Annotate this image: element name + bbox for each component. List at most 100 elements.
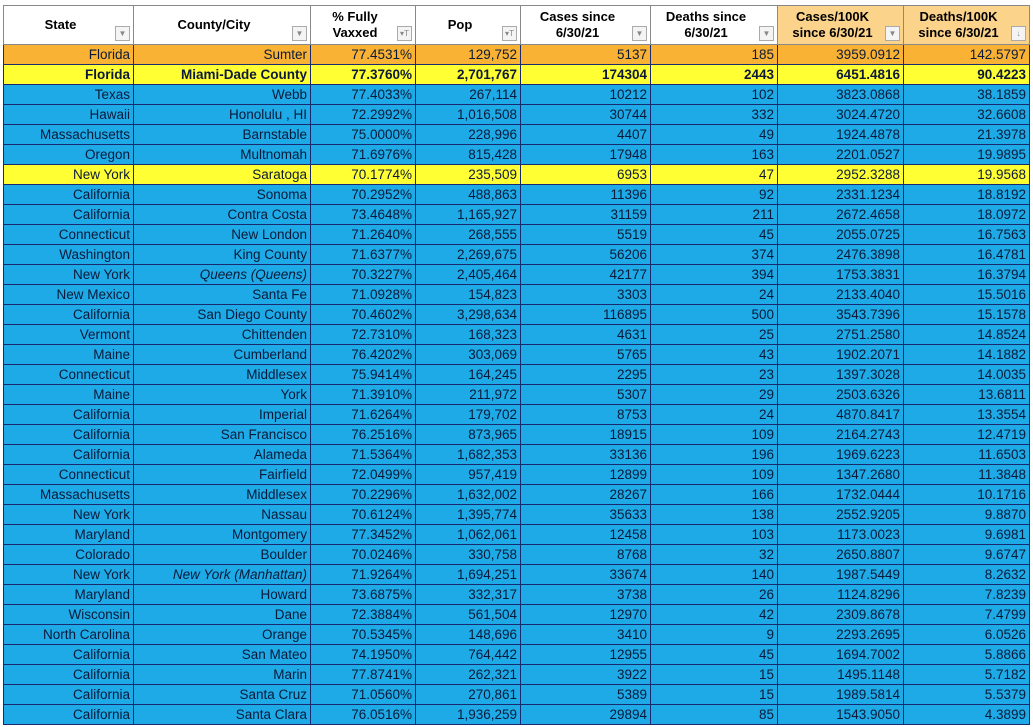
cell-cases-per-100k[interactable]: 2672.4658 [777,204,904,225]
cell-pop[interactable]: 235,509 [415,164,521,185]
cell-county-city[interactable]: Honolulu , HI [133,104,311,125]
cell-state[interactable]: Hawaii [3,104,134,125]
cell-pop[interactable]: 168,323 [415,324,521,345]
cell-county-city[interactable]: Multnomah [133,144,311,165]
cell-deaths-per-100k[interactable]: 15.1578 [903,304,1030,325]
cell-deaths[interactable]: 49 [650,124,778,145]
cell-state[interactable]: New York [3,264,134,285]
cell-cases-per-100k[interactable]: 1753.3831 [777,264,904,285]
cell-pop[interactable]: 488,863 [415,184,521,205]
cell-pop[interactable]: 2,269,675 [415,244,521,265]
cell-state[interactable]: Vermont [3,324,134,345]
cell-pct-fully-vaxxed[interactable]: 71.6377% [310,244,416,265]
cell-pop[interactable]: 1,062,061 [415,524,521,545]
cell-county-city[interactable]: New York (Manhattan) [133,564,311,585]
cell-deaths[interactable]: 140 [650,564,778,585]
cell-deaths-per-100k[interactable]: 90.4223 [903,64,1030,85]
cell-pct-fully-vaxxed[interactable]: 76.0516% [310,704,416,725]
cell-deaths[interactable]: 92 [650,184,778,205]
cell-state[interactable]: Maine [3,384,134,405]
cell-state[interactable]: California [3,664,134,685]
cell-county-city[interactable]: New London [133,224,311,245]
cell-cases[interactable]: 174304 [520,64,651,85]
cell-pop[interactable]: 1,165,927 [415,204,521,225]
cell-state[interactable]: Texas [3,84,134,105]
cell-county-city[interactable]: Boulder [133,544,311,565]
cell-county-city[interactable]: Saratoga [133,164,311,185]
cell-cases[interactable]: 56206 [520,244,651,265]
cell-deaths[interactable]: 138 [650,504,778,525]
cell-county-city[interactable]: Alameda [133,444,311,465]
cell-state[interactable]: Colorado [3,544,134,565]
cell-cases[interactable]: 29894 [520,704,651,725]
cell-cases[interactable]: 116895 [520,304,651,325]
cell-state[interactable]: Florida [3,64,134,85]
cell-pop[interactable]: 1,936,259 [415,704,521,725]
cell-pct-fully-vaxxed[interactable]: 76.2516% [310,424,416,445]
cell-state[interactable]: Connecticut [3,224,134,245]
cell-deaths-per-100k[interactable]: 18.8192 [903,184,1030,205]
cell-pop[interactable]: 262,321 [415,664,521,685]
cell-pct-fully-vaxxed[interactable]: 72.0499% [310,464,416,485]
cell-cases-per-100k[interactable]: 1347.2680 [777,464,904,485]
cell-deaths[interactable]: 43 [650,344,778,365]
cell-pop[interactable]: 303,069 [415,344,521,365]
cell-state[interactable]: Florida [3,44,134,65]
cell-deaths[interactable]: 500 [650,304,778,325]
cell-deaths[interactable]: 42 [650,604,778,625]
dropdown-arrow-icon[interactable]: ▼ [292,26,307,41]
cell-cases-per-100k[interactable]: 2503.6326 [777,384,904,405]
cell-deaths[interactable]: 45 [650,644,778,665]
cell-pct-fully-vaxxed[interactable]: 77.3760% [310,64,416,85]
column-header-pct-fully-vaxxed[interactable]: % Fully Vaxxed ▾T [310,5,416,45]
cell-pct-fully-vaxxed[interactable]: 75.9414% [310,364,416,385]
cell-cases[interactable]: 11396 [520,184,651,205]
cell-cases-per-100k[interactable]: 1694.7002 [777,644,904,665]
cell-deaths-per-100k[interactable]: 13.6811 [903,384,1030,405]
cell-cases[interactable]: 3922 [520,664,651,685]
cell-cases-per-100k[interactable]: 1732.0444 [777,484,904,505]
cell-deaths[interactable]: 166 [650,484,778,505]
cell-deaths[interactable]: 163 [650,144,778,165]
cell-deaths-per-100k[interactable]: 8.2632 [903,564,1030,585]
cell-deaths[interactable]: 9 [650,624,778,645]
cell-deaths[interactable]: 102 [650,84,778,105]
cell-pct-fully-vaxxed[interactable]: 70.3227% [310,264,416,285]
cell-cases-per-100k[interactable]: 3543.7396 [777,304,904,325]
cell-cases-per-100k[interactable]: 2552.9205 [777,504,904,525]
cell-pct-fully-vaxxed[interactable]: 73.6875% [310,584,416,605]
cell-deaths-per-100k[interactable]: 11.3848 [903,464,1030,485]
cell-cases-per-100k[interactable]: 4870.8417 [777,404,904,425]
cell-pop[interactable]: 211,972 [415,384,521,405]
cell-pct-fully-vaxxed[interactable]: 77.4531% [310,44,416,65]
cell-cases[interactable]: 18915 [520,424,651,445]
cell-county-city[interactable]: Middlesex [133,364,311,385]
cell-pop[interactable]: 815,428 [415,144,521,165]
cell-state[interactable]: Oregon [3,144,134,165]
cell-deaths[interactable]: 23 [650,364,778,385]
cell-deaths-per-100k[interactable]: 12.4719 [903,424,1030,445]
cell-cases-per-100k[interactable]: 1969.6223 [777,444,904,465]
cell-cases-per-100k[interactable]: 3959.0912 [777,44,904,65]
cell-deaths[interactable]: 25 [650,324,778,345]
cell-cases-per-100k[interactable]: 2331.1234 [777,184,904,205]
cell-deaths-per-100k[interactable]: 7.4799 [903,604,1030,625]
cell-county-city[interactable]: Imperial [133,404,311,425]
cell-cases[interactable]: 3410 [520,624,651,645]
column-header-county-city[interactable]: County/City ▼ [133,5,311,45]
filter-active-icon[interactable]: ▾T [502,26,517,41]
cell-cases[interactable]: 42177 [520,264,651,285]
cell-deaths-per-100k[interactable]: 38.1859 [903,84,1030,105]
cell-deaths-per-100k[interactable]: 9.8870 [903,504,1030,525]
cell-pop[interactable]: 270,861 [415,684,521,705]
cell-county-city[interactable]: Santa Cruz [133,684,311,705]
cell-county-city[interactable]: San Diego County [133,304,311,325]
cell-county-city[interactable]: Howard [133,584,311,605]
cell-cases-per-100k[interactable]: 3823.0868 [777,84,904,105]
cell-cases[interactable]: 8768 [520,544,651,565]
cell-pct-fully-vaxxed[interactable]: 71.0560% [310,684,416,705]
column-header-deaths-per-100k[interactable]: Deaths/100K since 6/30/21 ↓ [903,5,1030,45]
cell-cases-per-100k[interactable]: 2309.8678 [777,604,904,625]
cell-cases[interactable]: 6953 [520,164,651,185]
cell-county-city[interactable]: Middlesex [133,484,311,505]
